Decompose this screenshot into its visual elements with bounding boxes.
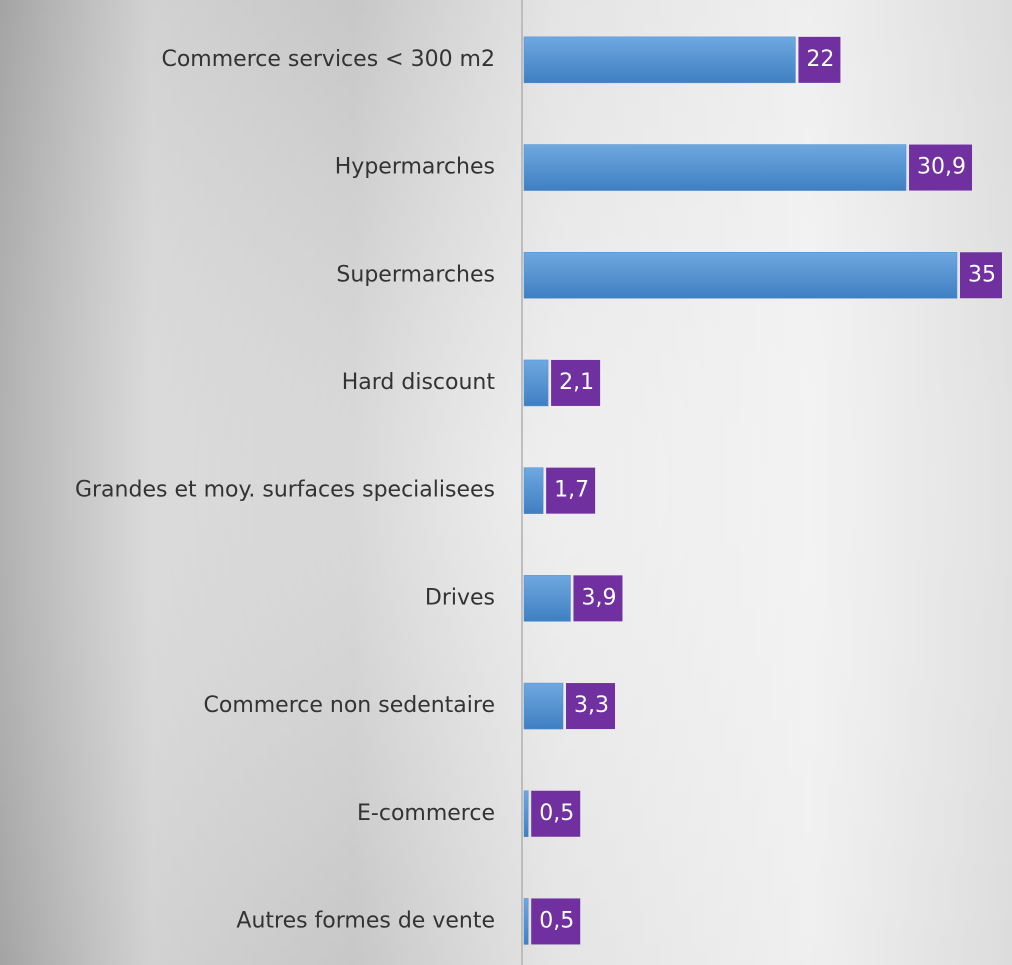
category-label: Commerce services < 300 m2 [161, 47, 495, 72]
bar [523, 898, 529, 945]
value-label-box [798, 36, 841, 83]
value-label: 0,5 [539, 908, 574, 933]
bar [523, 790, 529, 837]
category-label: Hard discount [342, 370, 496, 395]
category-label: Supermarches [336, 262, 495, 287]
value-label: 3,9 [581, 585, 616, 610]
value-label-box [546, 467, 596, 514]
value-label-box [909, 144, 973, 191]
value-label-box [551, 359, 601, 406]
bar [523, 144, 907, 191]
value-label-box [960, 252, 1002, 299]
bar [523, 252, 958, 299]
value-label: 1,7 [554, 478, 589, 503]
category-label: Autres formes de vente [236, 908, 495, 933]
category-label: Hypermarches [335, 155, 495, 180]
bar [523, 359, 549, 407]
category-label: Drives [425, 585, 495, 610]
bar [523, 682, 564, 730]
value-label: 30,9 [917, 155, 966, 180]
category-label: Grandes et moy. surfaces specialisees [75, 478, 495, 503]
value-label: 35 [968, 262, 996, 287]
category-label: E-commerce [357, 801, 495, 826]
value-label-box [531, 790, 581, 837]
bar [523, 575, 571, 622]
value-label: 22 [806, 47, 834, 72]
value-label-box [566, 683, 616, 730]
value-label: 2,1 [559, 370, 594, 395]
value-label: 0,5 [539, 801, 574, 826]
value-label-box [531, 898, 581, 945]
category-label: Commerce non sedentaire [204, 693, 496, 718]
bar [523, 36, 796, 84]
value-label: 3,3 [574, 693, 609, 718]
bar [523, 467, 544, 514]
value-label-box [573, 575, 623, 622]
